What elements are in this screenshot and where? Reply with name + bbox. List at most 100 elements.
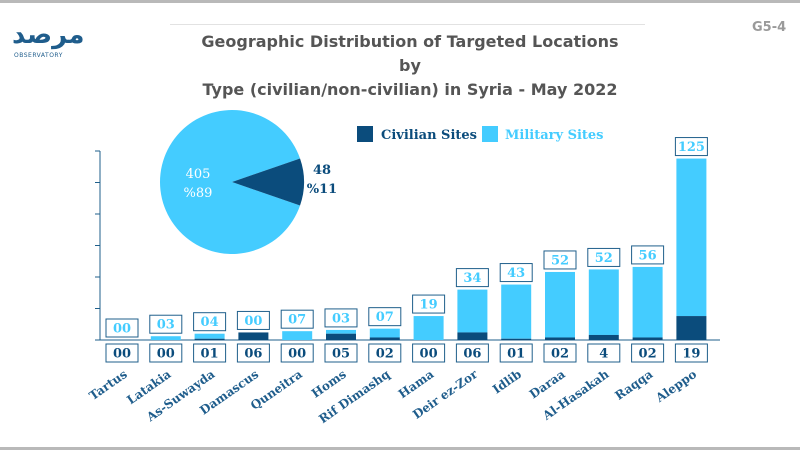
title-line-1: Geographic Distribution of Targeted Loca… xyxy=(201,32,619,75)
military-value-label: 04 xyxy=(201,315,219,330)
civilian-bar xyxy=(588,334,619,340)
military-value-label: 07 xyxy=(288,313,306,328)
civilian-label-box xyxy=(280,343,314,363)
civilian-value-label: 06 xyxy=(463,347,481,362)
chart-title: Geographic Distribution of Targeted Loca… xyxy=(190,30,630,102)
military-bar xyxy=(413,316,444,340)
civilian-label-box xyxy=(368,343,402,363)
military-value-label: 43 xyxy=(507,266,525,281)
legend-swatch-military xyxy=(482,126,498,142)
military-value-label: 19 xyxy=(420,298,438,313)
civilian-value-label: 00 xyxy=(288,347,306,362)
military-label-box xyxy=(193,312,227,332)
military-label-box xyxy=(105,318,139,338)
military-value-label: 52 xyxy=(595,251,613,266)
civilian-value-label: 05 xyxy=(332,347,350,362)
military-label-box xyxy=(324,308,358,328)
logo-english-text: OBSERVATORY xyxy=(14,52,63,59)
logo-arabic-text: مرصد xyxy=(12,20,85,50)
military-value-label: 00 xyxy=(113,322,131,337)
civilian-label-box xyxy=(631,343,665,363)
military-value-label: 00 xyxy=(244,314,262,329)
civilian-bar xyxy=(326,333,356,340)
military-label-box xyxy=(674,137,708,157)
logo: مرصد OBSERVATORY xyxy=(12,20,85,66)
page-code: G5-4 xyxy=(752,20,787,35)
category-label: Raqqa xyxy=(612,367,655,403)
military-bar xyxy=(588,269,619,335)
military-value-label: 07 xyxy=(376,310,394,325)
civilian-bar xyxy=(369,337,400,340)
bottom-border xyxy=(0,447,800,450)
civilian-bar xyxy=(676,316,707,340)
civilian-bar xyxy=(545,337,575,340)
military-label-box xyxy=(587,247,621,267)
civilian-label-box xyxy=(674,343,708,363)
civilian-bar xyxy=(194,338,225,340)
civilian-label-box xyxy=(499,343,533,363)
military-bar xyxy=(326,329,356,334)
pie-label-civilian-percent: %11 xyxy=(307,182,337,197)
civilian-label-box xyxy=(105,343,139,363)
military-bar xyxy=(194,333,225,339)
military-bar xyxy=(501,284,532,339)
pie-chart: 405 %89 48 %11 xyxy=(160,109,337,254)
pie-label-military-value: 405 xyxy=(186,167,211,182)
military-label-box xyxy=(543,250,577,270)
military-value-label: 56 xyxy=(639,248,657,263)
military-bar xyxy=(457,289,488,333)
military-value-label: 52 xyxy=(551,253,569,268)
military-label-box xyxy=(368,307,402,327)
civilian-value-label: 00 xyxy=(113,347,131,362)
category-label: Tartus xyxy=(87,367,130,403)
civilian-label-box xyxy=(587,343,621,363)
legend-swatch-civilian xyxy=(357,126,373,142)
military-bar xyxy=(369,328,400,338)
civilian-label-box xyxy=(324,343,358,363)
military-label-box xyxy=(455,268,489,288)
military-label-box xyxy=(149,314,183,334)
military-bar xyxy=(632,266,663,338)
pie-label-military-percent: %89 xyxy=(184,186,213,201)
civilian-label-box xyxy=(149,343,183,363)
civilian-label-box xyxy=(236,343,270,363)
category-label: Aleppo xyxy=(652,367,699,406)
title-rule xyxy=(170,24,645,25)
military-value-label: 34 xyxy=(463,271,481,286)
civilian-value-label: 00 xyxy=(157,347,175,362)
title-line-2: Type (civilian/non-civilian) in Syria - … xyxy=(202,80,618,99)
military-bar xyxy=(150,336,181,340)
civilian-bar xyxy=(457,332,488,340)
military-value-label: 03 xyxy=(157,318,175,333)
civilian-bar xyxy=(501,338,532,340)
pie-slice-military xyxy=(160,109,301,254)
civilian-value-label: 06 xyxy=(244,347,262,362)
legend-label-civilian: Civilian Sites xyxy=(381,128,477,143)
military-value-label: 03 xyxy=(332,311,350,326)
civilian-label-box xyxy=(543,343,577,363)
military-label-box xyxy=(412,294,446,314)
top-border xyxy=(0,0,800,3)
civilian-value-label: 00 xyxy=(420,347,438,362)
legend-label-military: Military Sites xyxy=(505,128,603,143)
military-label-box xyxy=(280,309,314,329)
pie-slice-civilian xyxy=(232,158,304,206)
military-bar xyxy=(545,271,575,338)
civilian-value-label: 01 xyxy=(201,347,219,362)
military-label-box xyxy=(499,263,533,283)
military-value-label: 125 xyxy=(678,140,705,155)
civilian-value-label: 02 xyxy=(376,347,394,362)
military-bar xyxy=(282,331,313,340)
civilian-value-label: 02 xyxy=(551,347,569,362)
civilian-value-label: 01 xyxy=(507,347,525,362)
civilian-value-label: 19 xyxy=(682,347,700,362)
military-label-box xyxy=(236,310,270,330)
civilian-value-label: 02 xyxy=(639,347,657,362)
civilian-bar xyxy=(632,337,663,340)
civilian-bar xyxy=(238,332,269,340)
military-label-box xyxy=(631,245,665,265)
civilian-value-label: 4 xyxy=(599,347,608,362)
pie-label-civilian-value: 48 xyxy=(313,163,331,178)
civilian-label-box xyxy=(412,343,446,363)
